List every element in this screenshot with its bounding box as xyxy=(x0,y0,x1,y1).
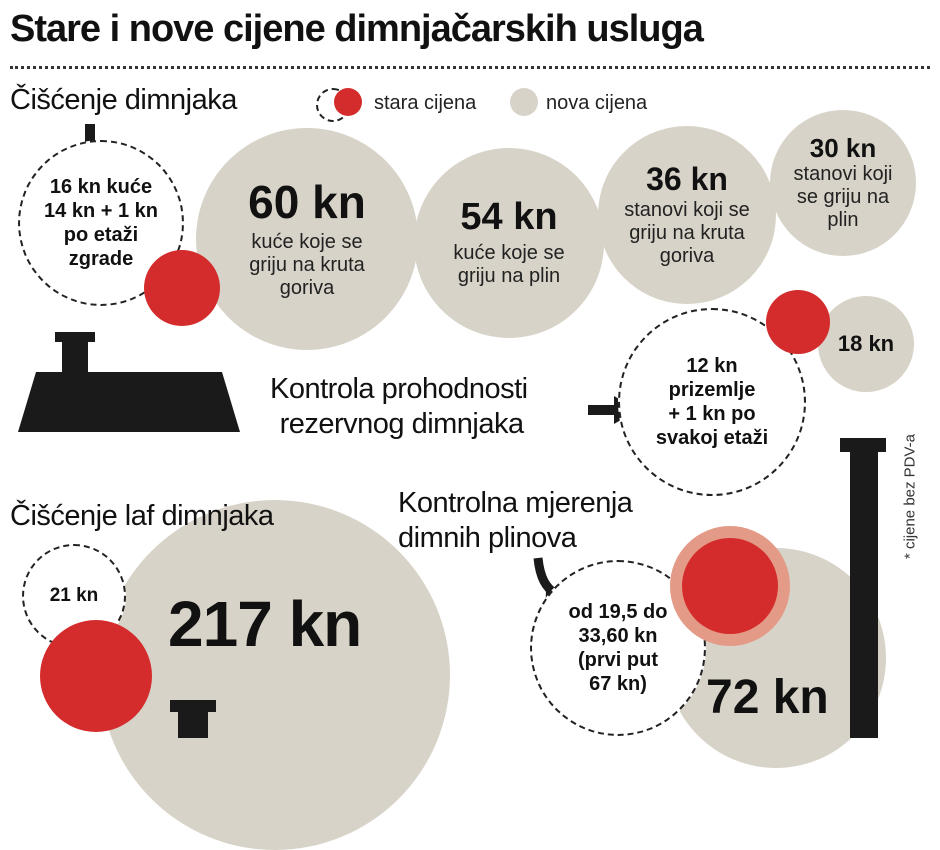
price-desc-line: griju na kruta xyxy=(249,253,365,276)
heading-line: Kontrolna mjerenja xyxy=(398,487,633,519)
chimney-cap-icon xyxy=(840,438,886,452)
price-desc-line: kuće koje se xyxy=(453,242,565,264)
price-amount-72: 72 kn xyxy=(706,671,829,724)
heading-line: rezervnog dimnjaka xyxy=(279,408,525,441)
chimney-cap-icon xyxy=(55,332,95,342)
price-desc-line: plin xyxy=(827,208,859,231)
old-price-dot-gas xyxy=(682,538,778,634)
price-desc-line: goriva xyxy=(659,244,715,267)
old-price-line: 21 kn xyxy=(49,584,99,606)
price-desc-line: kuće koje se xyxy=(251,230,363,253)
price-desc-line: griju na kruta xyxy=(629,221,745,244)
legend-new-swatch xyxy=(510,88,538,116)
price-amount: 36 kn xyxy=(646,160,728,197)
old-price-line: prizemlje xyxy=(668,379,756,401)
price-circle-18: 18 kn xyxy=(818,296,914,392)
old-price-line: 16 kn kuće xyxy=(49,176,153,198)
price-circle-36: 36 kn stanovi koji se griju na kruta gor… xyxy=(598,126,776,304)
heading-line: Kontrola prohodnosti xyxy=(270,373,528,405)
price-circle-54: 54 kn kuće koje se griju na plin xyxy=(414,148,604,338)
price-amount: 60 kn xyxy=(248,175,366,228)
footnote: * cijene bez PDV-a xyxy=(901,433,919,560)
title-divider xyxy=(10,66,930,69)
price-desc-line: goriva xyxy=(279,276,335,299)
price-desc-line: griju na plin xyxy=(457,265,561,287)
roof-icon xyxy=(18,372,240,432)
old-price-circle-laf: 21 kn xyxy=(22,544,126,648)
old-price-dot-reserve xyxy=(766,290,830,354)
old-price-line: 12 kn xyxy=(686,355,738,377)
chimney-cap-icon xyxy=(170,700,216,712)
price-desc-line: se griju na xyxy=(796,185,890,208)
old-price-line: (prvi put xyxy=(578,649,658,671)
reserve-check-heading: Kontrola prohodnosti rezervnog dimnjaka xyxy=(270,372,528,443)
old-price-line: zgrade xyxy=(68,248,134,270)
price-circle-30: 30 kn stanovi koji se griju na plin xyxy=(770,110,916,256)
price-circle-60: 60 kn kuće koje se griju na kruta goriva xyxy=(196,128,418,350)
heading-line: dimnih plinova xyxy=(398,521,577,554)
legend-new-label: nova cijena xyxy=(546,92,648,114)
price-amount: 54 kn xyxy=(460,196,558,238)
old-price-line: po etaži xyxy=(63,224,139,246)
price-amount-217: 217 kn xyxy=(168,588,362,660)
laf-cleaning-heading: Čišćenje laf dimnjaka xyxy=(10,500,274,532)
old-price-line: 67 kn) xyxy=(589,673,647,695)
chimney-stack-icon xyxy=(178,710,208,738)
old-price-line: 33,60 kn xyxy=(578,625,658,647)
old-price-dot-chimney xyxy=(144,250,220,326)
chimney-cleaning-heading: Čišćenje dimnjaka xyxy=(10,84,237,116)
gas-measurement-heading: Kontrolna mjerenja dimnih plinova xyxy=(398,486,633,556)
old-price-line: svakoj etaži xyxy=(655,427,769,449)
legend-old-swatch-fill xyxy=(334,88,362,116)
old-price-line: od 19,5 do xyxy=(568,601,668,623)
price-desc-line: stanovi koji se xyxy=(624,198,750,221)
page-title: Stare i nove cijene dimnjačarskih usluga xyxy=(10,8,704,50)
legend-old-label: stara cijena xyxy=(374,92,477,114)
price-amount: 18 kn xyxy=(837,330,895,356)
price-amount: 30 kn xyxy=(809,132,877,163)
chimney-tall-stack-icon xyxy=(850,450,878,738)
price-desc-line: stanovi koji xyxy=(793,162,893,185)
chimney-stack-icon xyxy=(62,340,88,376)
old-price-dot-laf xyxy=(40,620,152,732)
old-price-line: 14 kn + 1 kn xyxy=(44,200,158,222)
old-price-line: + 1 kn po xyxy=(668,403,756,425)
